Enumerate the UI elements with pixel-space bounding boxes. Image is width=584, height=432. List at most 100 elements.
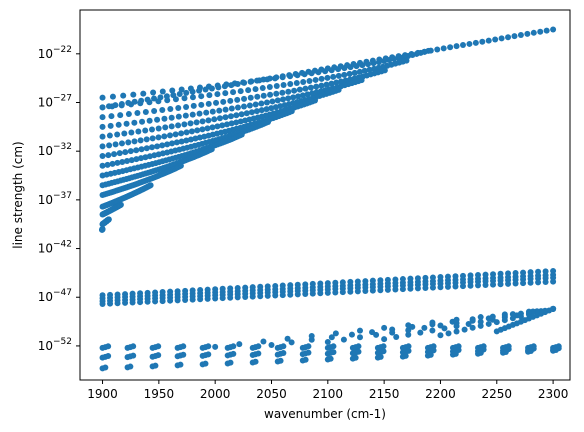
branch-5-point [204,125,211,132]
branch-0-point [120,92,127,99]
branch-3-point [290,94,297,101]
branch-4-point [193,119,200,126]
fan-5-point [357,327,363,334]
lowest-row-2-point [252,358,259,365]
x-tick-label: 2100 [313,387,344,401]
branch-2-point [254,93,261,100]
lower-band-3-point [452,283,459,290]
branch-5-point [112,141,119,148]
branch-6-point [143,145,150,152]
fan-2-point [417,329,424,336]
branch-1-point [230,89,237,96]
branch-3-point [246,102,253,109]
fan-1-point [461,326,468,333]
x-axis-ticks: 1900 1950 2000 2050 2100 2150 2200 2250 2300 [87,380,568,401]
branch-3-point [280,96,287,103]
fan-4-point [268,341,275,348]
rising-band-point [505,34,512,41]
rising-band-point [402,52,409,59]
lower-band-3-point [189,296,196,303]
branch-2-point [302,85,309,92]
branch-2-point [190,102,197,109]
lower-band-3-point [497,281,504,288]
branch-2-point [220,98,227,105]
lowest-row-2-point [452,350,459,357]
lowest-row-2-point [202,360,209,367]
branch-5-point [209,124,216,131]
lowest-row-2-point [127,363,134,370]
branch-2-point [241,95,248,102]
rising-band-point [247,78,254,85]
fan-4-point [288,339,295,346]
rising-band-point [273,74,280,81]
fan-5-point [477,314,484,321]
lower-band-3-point [122,299,129,306]
lower-band-3-point [407,285,414,292]
fan-5-point [453,316,460,323]
branch-6-point [116,150,123,157]
branch-2-point [151,108,158,115]
branch-0-point [140,90,147,97]
rising-band-point [131,98,138,105]
branch-1-point [371,65,378,72]
lower-band-3-point [482,282,489,289]
lower-band-3-point [99,301,106,308]
rising-band-point [228,82,235,89]
branch-2-point [323,81,330,88]
branch-7-point [119,158,126,165]
rising-band-point [318,66,325,73]
branch-4-point [243,110,250,117]
branch-2-point [198,101,205,108]
branch-2-point [205,100,212,107]
branch-1-point [259,85,266,92]
rising-band-point [524,30,531,37]
x-tick-label: 1900 [87,387,118,401]
branch-7-point [133,156,140,163]
lower-band-3-point [459,283,466,290]
lower-band-3-point [279,292,286,299]
rising-band-point [241,79,248,86]
rising-band-point [369,57,376,64]
branch-2-point [227,97,234,104]
branch-5-point [155,134,162,141]
branch-2-point [213,99,220,106]
lowest-row-0-point [155,343,162,350]
fan-5-point [236,341,243,348]
lower-band-3-point [354,288,361,295]
lowest-row-2-point [177,361,184,368]
branch-5-point [183,129,190,136]
branch-3-point [146,117,153,124]
lowest-row-1-point [405,347,412,354]
branch-2-point [234,96,241,103]
branch-6-point [138,146,145,153]
branch-1-point [189,94,196,101]
lower-band-3-point [369,287,376,294]
branch-2-point [167,105,174,112]
fan-4-point [469,316,476,323]
branch-4-point [106,132,113,139]
branch-5-point [237,118,244,125]
branch-6-point [105,152,112,159]
rising-band-point [196,87,203,94]
lowest-row-1-point [380,348,387,355]
branch-3-point [304,91,311,98]
branch-4-point [121,130,128,137]
branch-3-point [196,110,203,117]
rising-band-point [517,32,524,39]
fan-3-point [437,322,444,329]
fan-5-point [284,335,291,342]
rising-band-point [157,94,164,101]
branch-6-point [154,143,161,150]
rising-band-point [170,92,177,99]
fan-5-point [308,333,315,340]
lower-band-3-point [242,293,249,300]
fan-4-point [389,326,396,333]
branch-3-point [309,90,316,97]
lowest-row-1-point [355,348,362,355]
branch-4-point [248,109,255,116]
branch-6-point [169,140,176,147]
rising-band-point [208,85,215,92]
branch-3-point [252,101,259,108]
lower-band-3-point [182,296,189,303]
fan-5-point [429,319,436,326]
